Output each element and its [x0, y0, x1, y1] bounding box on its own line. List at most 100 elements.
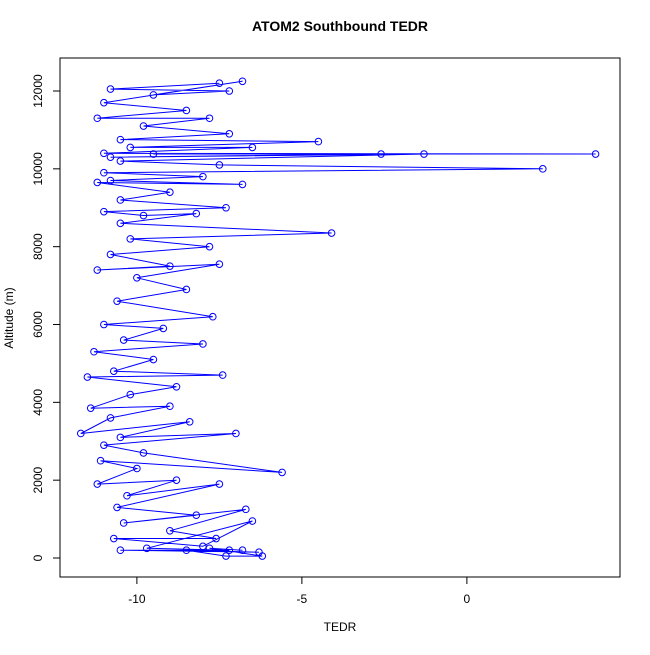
data-point — [126, 235, 135, 243]
data-point — [199, 340, 207, 348]
data-point — [248, 517, 257, 525]
data-point — [225, 130, 234, 138]
data-point — [159, 324, 168, 333]
data-point — [93, 480, 102, 488]
data-point — [208, 312, 217, 321]
data-point — [205, 114, 214, 123]
data-point — [182, 106, 191, 115]
data-point — [225, 87, 234, 95]
data-point — [139, 449, 148, 457]
data-point — [86, 404, 95, 412]
y-axis-label: Altitude (m) — [2, 287, 16, 348]
data-point — [133, 464, 141, 473]
x-axis-label: TEDR — [324, 620, 357, 634]
data-point — [83, 373, 92, 381]
data-point — [238, 77, 247, 86]
data-point — [93, 178, 102, 187]
data-point — [113, 297, 121, 305]
data-point — [199, 542, 207, 551]
data-point — [126, 390, 135, 399]
data-point — [172, 382, 181, 391]
data-point — [139, 211, 148, 220]
data-point — [123, 491, 131, 500]
data-point — [100, 98, 108, 107]
data-line — [80, 80, 596, 557]
data-point — [116, 196, 125, 204]
data-point — [142, 544, 151, 553]
data-point — [90, 347, 98, 356]
data-point — [215, 480, 224, 488]
data-point — [232, 429, 240, 438]
data-point — [212, 534, 220, 543]
data-point — [185, 417, 194, 426]
plot-frame — [59, 57, 621, 578]
data-point — [100, 149, 108, 158]
data-point — [420, 150, 428, 158]
data-point — [215, 260, 224, 268]
data-point — [166, 262, 174, 270]
data-point — [100, 168, 108, 177]
data-point — [205, 544, 214, 553]
y-tick-label: 12000 — [31, 74, 45, 108]
data-point — [199, 172, 207, 181]
data-point — [100, 441, 108, 449]
data-point — [96, 456, 105, 465]
data-point — [109, 534, 118, 543]
data-point — [126, 143, 135, 152]
data-point — [172, 476, 181, 484]
y-tick-label: 6000 — [31, 311, 45, 338]
data-point — [93, 114, 102, 123]
data-point — [116, 433, 125, 442]
data-point — [241, 505, 250, 514]
data-point — [205, 242, 214, 251]
data-point — [258, 552, 267, 560]
data-point — [116, 546, 125, 555]
y-tick-label: 0 — [31, 554, 45, 561]
data-point — [93, 266, 102, 274]
data-point — [119, 519, 128, 527]
data-point — [100, 207, 108, 216]
data-point — [166, 526, 174, 535]
data-point — [166, 402, 174, 411]
chart-title: ATOM2 Southbound TEDR — [252, 18, 428, 34]
data-point — [109, 367, 118, 376]
data-point — [218, 371, 227, 379]
y-tick-label: 8000 — [31, 233, 45, 260]
x-tick-label: -5 — [297, 592, 308, 606]
data-point — [106, 153, 115, 161]
data-point — [100, 320, 108, 329]
data-point — [139, 122, 148, 130]
data-point — [215, 79, 224, 88]
data-point — [106, 85, 115, 93]
data-point — [182, 285, 191, 294]
y-tick-label: 10000 — [31, 152, 45, 186]
data-point — [591, 150, 600, 158]
data-point — [377, 150, 385, 158]
data-point — [166, 188, 174, 196]
data-point — [215, 161, 224, 169]
data-point — [222, 552, 230, 560]
data-point — [327, 229, 336, 237]
data-point — [238, 546, 247, 555]
data-point — [133, 274, 141, 282]
data-point — [248, 143, 257, 152]
data-point — [538, 165, 547, 173]
y-tick-label: 4000 — [31, 389, 45, 416]
data-point — [225, 546, 234, 555]
data-point — [149, 355, 158, 364]
data-point — [119, 336, 128, 344]
data-point — [116, 135, 125, 144]
data-point — [116, 219, 125, 228]
x-tick-label: -10 — [128, 592, 146, 606]
data-point — [149, 91, 158, 99]
data-point — [76, 429, 85, 438]
data-point — [113, 503, 121, 512]
x-tick-label: 0 — [464, 592, 471, 606]
data-point — [222, 203, 230, 212]
data-point — [314, 137, 323, 146]
y-tick-label: 2000 — [31, 467, 45, 494]
data-point — [192, 209, 201, 218]
data-point — [192, 511, 201, 519]
